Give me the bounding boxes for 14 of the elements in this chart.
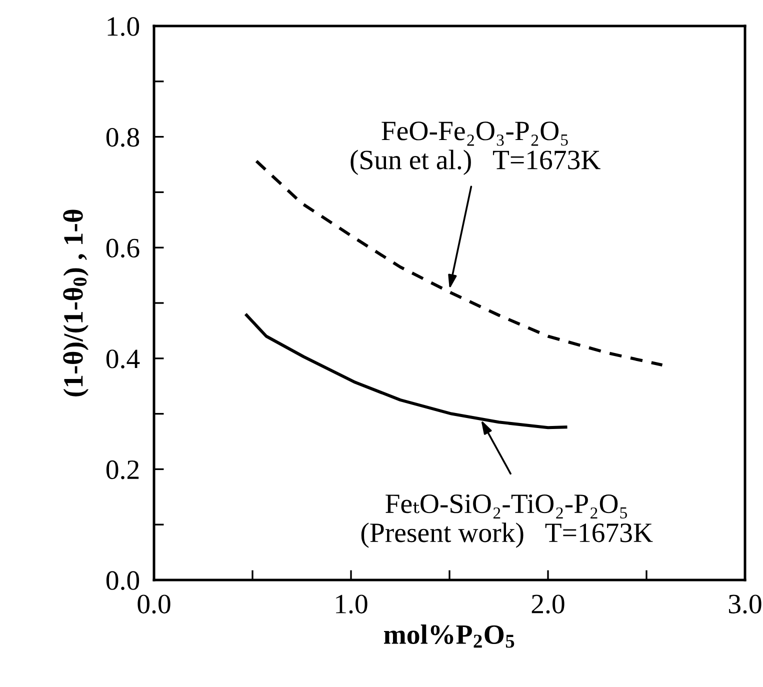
- x-tick-label: 1.0: [336, 594, 368, 614]
- x-tick-label: 3.0: [728, 594, 762, 614]
- annotation: FeO-Fe₂O₃-P₂O₅ (Sun et al.) T=1673K: [350, 122, 600, 175]
- y-axis-title: (1-θ)/(1-θ$_{0}$) , 1-θ: [63, 210, 89, 396]
- x-tick-label: 2.0: [532, 594, 564, 614]
- y-tick-label: 0.4: [106, 350, 140, 368]
- y-tick-label: 0.2: [106, 460, 139, 480]
- y-tick-label: 1.0: [108, 17, 140, 36]
- y-tick-label: 0.6: [106, 238, 140, 258]
- y-tick-label: 0.8: [106, 128, 140, 147]
- x-tick-label: 0.0: [138, 594, 170, 614]
- x-axis-title: mol%P$_{2}$O$_{5}$: [384, 624, 514, 648]
- annotation: FeₜO-SiO₂-TiO₂-P₂O₅ (Present work) T=1673K: [361, 494, 653, 548]
- y-tick-label: 0.0: [106, 571, 140, 590]
